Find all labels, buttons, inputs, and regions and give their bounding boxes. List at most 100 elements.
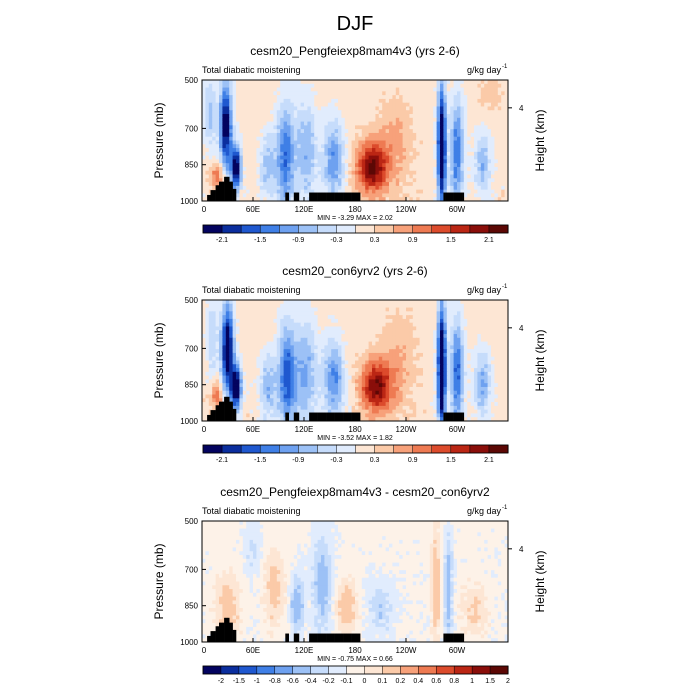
field-cell: [293, 148, 298, 153]
field-cell: [351, 125, 356, 130]
field-cell: [494, 193, 499, 198]
field-cell: [290, 300, 295, 305]
field-cell: [450, 182, 455, 187]
field-cell: [487, 345, 492, 350]
field-cell: [416, 95, 421, 100]
field-cell: [406, 114, 410, 119]
field-cell: [358, 334, 363, 339]
field-cell: [372, 337, 376, 343]
field-cell: [446, 303, 451, 309]
field-cell: [358, 307, 363, 312]
field-cell: [215, 300, 220, 305]
field-cell: [202, 189, 206, 195]
field-cell: [273, 95, 278, 100]
field-cell: [348, 368, 353, 373]
field-cell: [225, 117, 230, 123]
field-cell: [470, 300, 475, 305]
field-cell: [317, 163, 322, 168]
field-cell: [457, 95, 461, 100]
field-cell: [453, 148, 458, 153]
field-cell: [321, 341, 325, 346]
field-cell: [317, 106, 322, 111]
field-cell: [263, 345, 268, 350]
field-cell: [239, 375, 244, 381]
field-cell: [212, 136, 217, 142]
field-cell: [276, 307, 281, 312]
field-cell: [504, 170, 508, 176]
field-cell: [406, 80, 410, 85]
field-cell: [259, 136, 264, 142]
field-cell: [477, 300, 482, 305]
field-cell: [321, 379, 325, 384]
field-cell: [212, 368, 217, 373]
field-cell: [276, 330, 281, 335]
field-cell: [385, 326, 390, 331]
field-cell: [290, 136, 295, 142]
field-cell: [487, 80, 492, 85]
terrain-mask: [332, 192, 335, 201]
field-cell: [494, 185, 499, 191]
field-cell: [202, 91, 206, 96]
field-cell: [480, 185, 485, 191]
field-cell: [212, 98, 217, 104]
field-cell: [406, 318, 410, 324]
field-cell: [378, 375, 383, 381]
field-cell: [259, 356, 264, 362]
field-cell: [368, 132, 373, 138]
field-cell: [494, 364, 499, 369]
field-cell: [266, 98, 271, 104]
terrain-mask: [326, 192, 329, 201]
field-cell: [389, 95, 393, 100]
field-cell: [293, 132, 298, 138]
field-cell: [480, 300, 485, 305]
field-cell: [242, 356, 247, 362]
field-cell: [395, 106, 400, 111]
field-cell: [385, 117, 390, 123]
field-cell: [276, 193, 281, 198]
field-cell: [474, 349, 478, 354]
field-cell: [440, 364, 444, 369]
field-cell: [219, 303, 223, 309]
field-cell: [497, 163, 502, 168]
field-cell: [205, 106, 210, 111]
field-cell: [249, 364, 254, 369]
field-cell: [440, 102, 444, 108]
field-cell: [297, 129, 302, 134]
field-cell: [208, 114, 213, 119]
field-cell: [242, 318, 247, 324]
field-cell: [334, 352, 339, 358]
field-cell: [304, 345, 308, 350]
field-cell: [290, 337, 295, 343]
field-cell: [327, 87, 332, 92]
field-cell: [273, 330, 278, 335]
field-cell: [429, 300, 434, 305]
field-cell: [419, 356, 424, 362]
field-cell: [361, 368, 366, 373]
field-cell: [259, 174, 264, 179]
field-cell: [253, 300, 257, 305]
field-cell: [409, 182, 414, 187]
field-cell: [297, 315, 302, 320]
field-cell: [273, 140, 278, 145]
field-cell: [270, 102, 274, 108]
field-cell: [419, 125, 424, 130]
field-cell: [304, 163, 308, 168]
field-cell: [426, 349, 431, 354]
field-cell: [317, 379, 322, 384]
field-cell: [365, 121, 370, 126]
field-cell: [327, 330, 332, 335]
field-cell: [253, 83, 257, 89]
field-cell: [239, 132, 244, 138]
field-cell: [385, 174, 390, 179]
field-cell: [287, 330, 291, 335]
field-cell: [355, 371, 359, 377]
field-cell: [409, 318, 414, 324]
field-cell: [256, 364, 261, 369]
field-cell: [300, 303, 305, 309]
field-cell: [355, 345, 359, 350]
field-cell: [324, 106, 329, 111]
field-cell: [331, 379, 336, 384]
field-cell: [358, 151, 363, 157]
field-cell: [429, 102, 434, 108]
field-cell: [372, 132, 376, 138]
